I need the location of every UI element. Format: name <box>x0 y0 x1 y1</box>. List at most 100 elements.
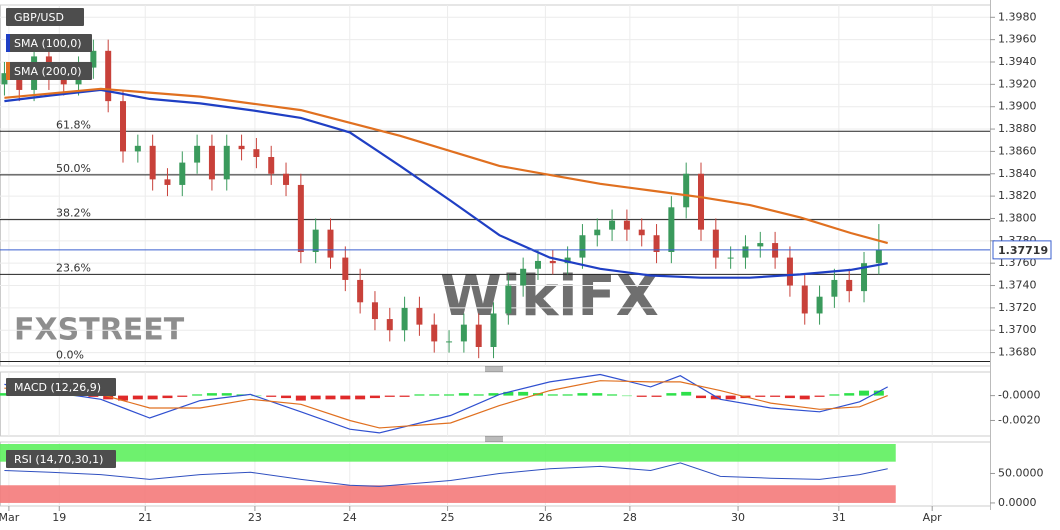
macd-bar <box>340 395 351 400</box>
panel-frame <box>0 4 991 367</box>
candle-body <box>164 179 171 185</box>
y-tick-label: 50.0000 <box>998 466 1044 479</box>
macd-bar <box>458 393 469 396</box>
macd-bar <box>710 395 721 400</box>
macd-bar <box>814 395 825 397</box>
fib-label: 50.0% <box>56 162 91 175</box>
legend-box <box>6 62 92 80</box>
legend-label: MACD (12,26,9) <box>14 381 101 394</box>
y-tick-label: 1.3960 <box>998 33 1037 46</box>
candle-body <box>683 173 690 208</box>
candle-body <box>534 260 541 269</box>
candle-body <box>460 324 467 342</box>
macd-bar <box>192 394 203 396</box>
macd-bar <box>429 394 440 396</box>
legend-label: SMA (200,0) <box>14 65 82 78</box>
macd-bar <box>473 394 484 396</box>
x-tick-label: 24 <box>343 511 357 524</box>
y-tick-label: 1.3940 <box>998 55 1037 68</box>
panel-frame <box>0 371 991 437</box>
legend-box <box>6 450 116 468</box>
candle-body <box>564 257 571 264</box>
macd-line <box>4 380 888 429</box>
macd-bar <box>829 394 840 396</box>
macd-bar <box>799 395 810 400</box>
macd-bar <box>414 394 425 396</box>
y-tick-label: 1.3760 <box>998 256 1037 269</box>
macd-bar <box>784 395 795 399</box>
last-price-label: 1.37719 <box>998 244 1048 257</box>
y-tick-label: -0.0020 <box>998 413 1040 426</box>
candle-body <box>475 324 482 347</box>
candle-body <box>742 246 749 258</box>
macd-bar <box>103 395 114 400</box>
rsi-band <box>0 444 896 462</box>
candle-body <box>668 207 675 252</box>
candle-body <box>371 302 378 320</box>
y-tick-label: -0.0000 <box>998 389 1040 402</box>
macd-bar <box>369 395 380 399</box>
candle-body <box>431 324 438 342</box>
macd-bar <box>859 390 870 396</box>
y-tick-label: 1.3840 <box>998 167 1037 180</box>
legend-entry: RSI (14,70,30,1) <box>6 450 116 468</box>
candle-body <box>623 220 630 230</box>
macd-bar <box>118 395 129 401</box>
legend-entry: SMA (100,0) <box>6 34 92 52</box>
y-tick-label: 1.3880 <box>998 122 1037 135</box>
candle-body <box>549 260 556 264</box>
y-tick-label: 1.3720 <box>998 301 1037 314</box>
y-tick-label: 1.3680 <box>998 346 1037 359</box>
macd-bar <box>281 395 292 399</box>
legend-box <box>6 8 84 26</box>
x-tick-label: 31 <box>832 511 846 524</box>
x-tick-label: 28 <box>623 511 637 524</box>
macd-bar <box>88 395 99 397</box>
x-tick-label: 26 <box>538 511 552 524</box>
candle-body <box>786 257 793 286</box>
candle-body <box>846 279 853 292</box>
macd-bar <box>162 395 173 399</box>
candle-body <box>327 229 334 258</box>
candle-body <box>297 184 304 252</box>
candle-body <box>446 341 453 343</box>
y-tick-label: 1.3740 <box>998 279 1037 292</box>
x-tick-label: 25 <box>441 511 455 524</box>
macd-bar <box>503 391 514 396</box>
candle-body <box>579 235 586 258</box>
macd-bar <box>206 393 217 396</box>
candle-body <box>357 279 364 303</box>
candle-body <box>253 149 260 157</box>
candle-body <box>801 285 808 314</box>
rsi-line <box>4 462 888 487</box>
macd-bar <box>399 395 410 397</box>
fib-label: 38.2% <box>56 207 91 220</box>
sma-line <box>4 87 888 245</box>
macd-bar <box>147 395 158 400</box>
candle-body <box>90 50 97 68</box>
legend-entry: MACD (12,26,9) <box>6 378 116 396</box>
candle-body <box>342 257 349 280</box>
macd-bar <box>725 395 736 400</box>
macd-bar <box>444 394 455 396</box>
macd-bar <box>873 390 884 396</box>
macd-bar <box>295 395 306 401</box>
candle-body <box>727 257 734 259</box>
candle-body <box>653 235 660 252</box>
macd-line <box>4 373 888 434</box>
candle-body <box>816 296 823 314</box>
candle-body <box>120 101 127 152</box>
candle-body <box>386 319 393 331</box>
fib-label: 23.6% <box>56 261 91 274</box>
candle-body <box>609 220 616 230</box>
candle-body <box>194 145 201 163</box>
candle-body <box>179 162 186 185</box>
macd-bar <box>221 393 232 396</box>
candle-body <box>208 145 215 180</box>
candle-body <box>698 173 705 230</box>
macd-bar <box>562 394 573 396</box>
sma-line <box>4 88 888 279</box>
x-tick-label: 19 <box>52 511 66 524</box>
legend-swatch <box>6 34 10 52</box>
x-tick-label: 30 <box>731 511 745 524</box>
